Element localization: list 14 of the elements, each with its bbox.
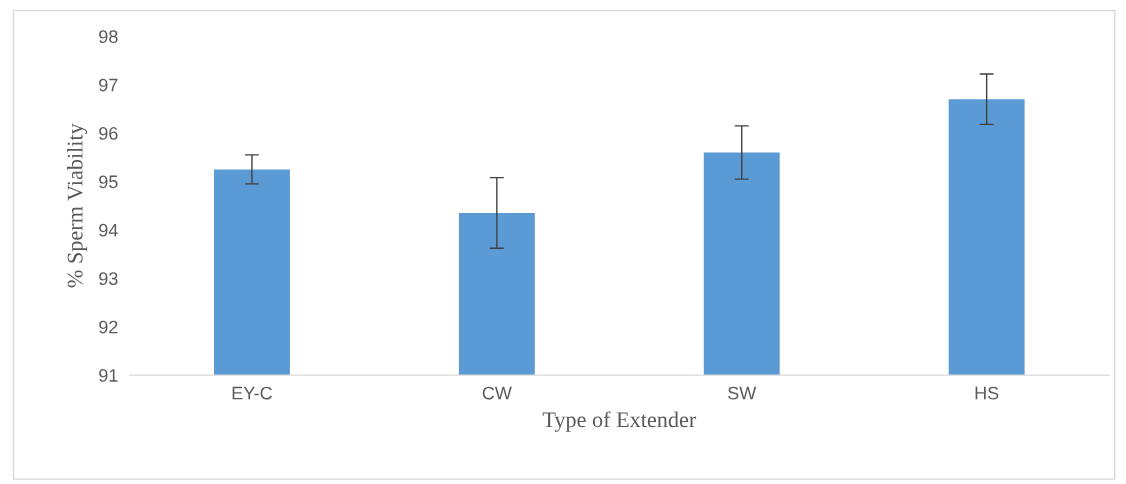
x-tick-label: SW: [728, 386, 757, 400]
y-tick-label: 91: [99, 369, 118, 382]
y-tick-label: 94: [99, 223, 118, 237]
y-tick-label: 95: [99, 175, 118, 189]
y-tick-label: 93: [99, 272, 118, 286]
y-tick-label: 96: [99, 127, 118, 140]
y-tick-label: 97: [99, 78, 118, 92]
y-tick-label: 98: [99, 30, 118, 44]
y-tick-label: 92: [99, 320, 118, 334]
x-axis-title: Type of Extender: [542, 411, 697, 432]
x-tick-label: CW: [482, 386, 512, 400]
y-axis-title: % Sperm Viability: [66, 123, 88, 288]
x-tick-label: EY-C: [232, 386, 272, 400]
x-tick-label: HS: [975, 386, 999, 400]
